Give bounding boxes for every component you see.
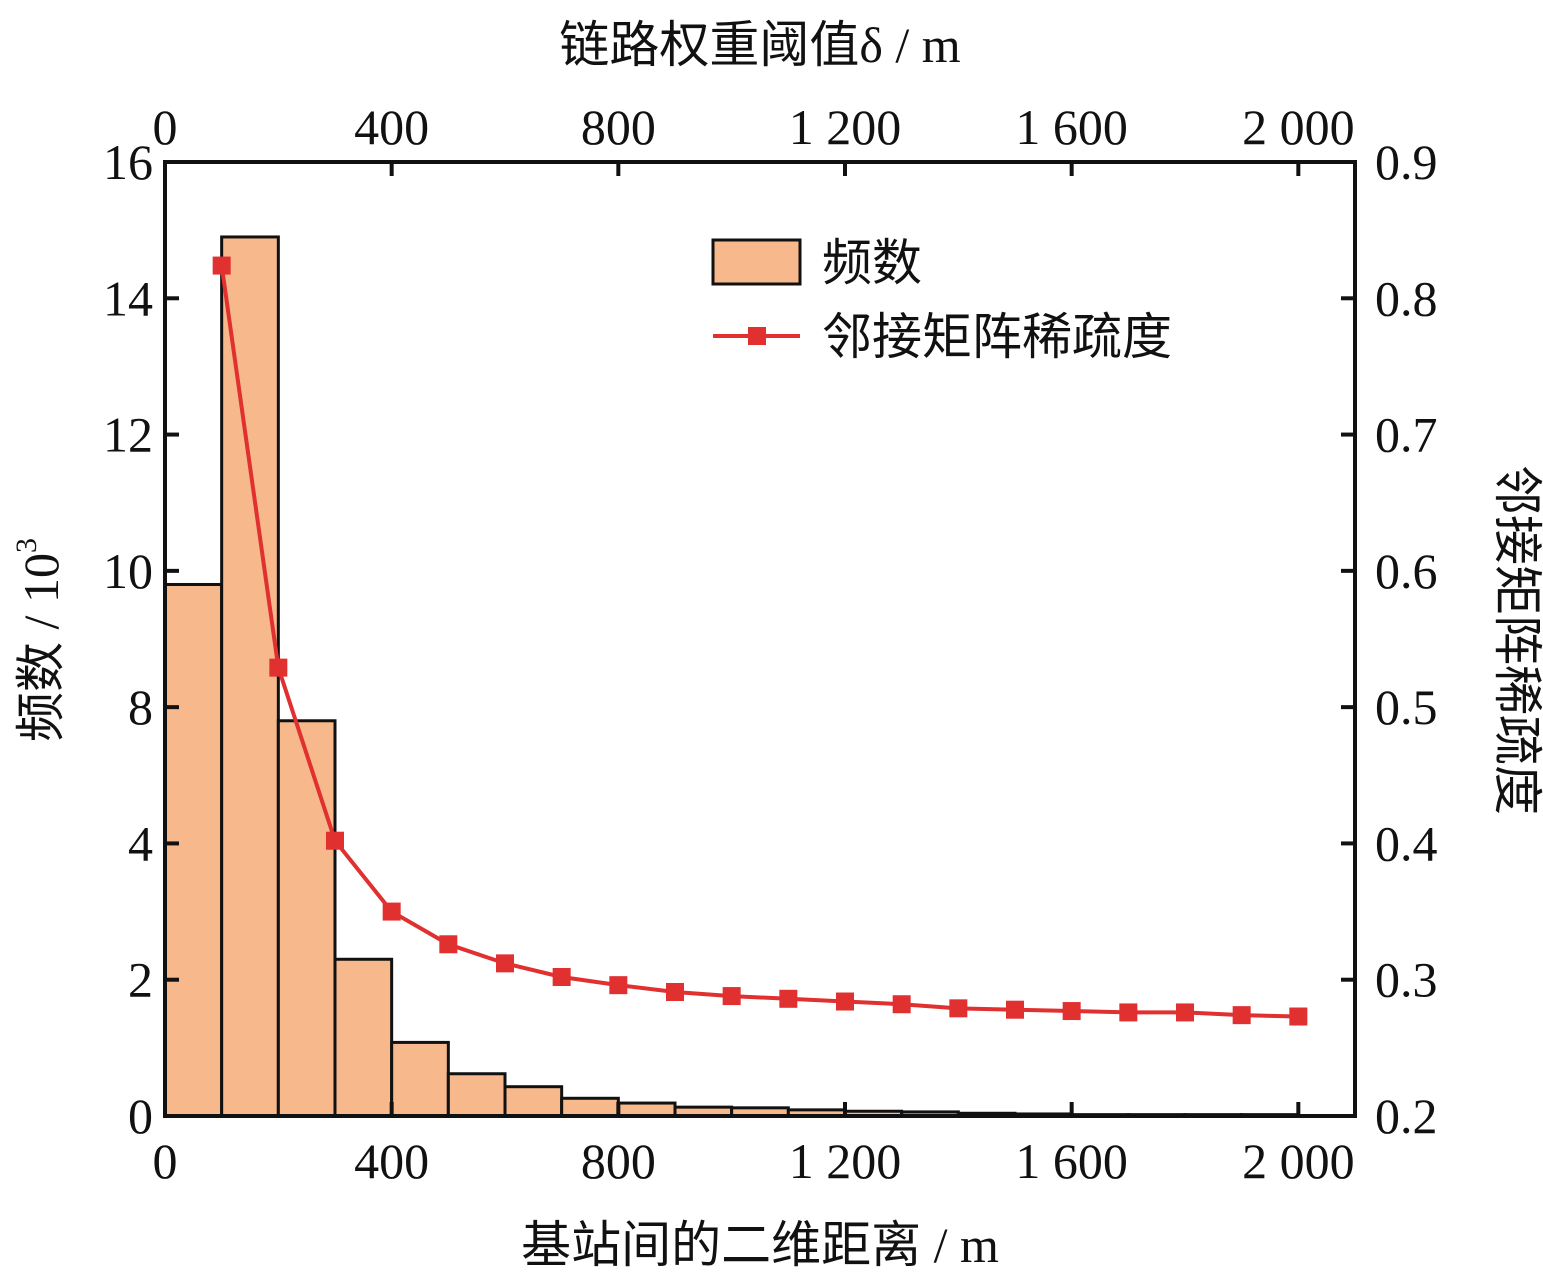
y-tick-label: 14: [103, 270, 153, 326]
x-tick-label: 2 000: [1242, 1133, 1355, 1189]
legend-bar-label: 频数: [822, 235, 922, 291]
sparsity-point: [1062, 1002, 1081, 1021]
sparsity-point: [496, 954, 514, 973]
sparsity-point: [269, 658, 288, 677]
histogram-bar: [276, 719, 337, 1118]
sparsity-point: [949, 999, 968, 1018]
top-x-tick-label: 400: [354, 99, 429, 155]
x-tick-label: 800: [581, 1133, 656, 1189]
y2-tick-label: 0.7: [1375, 407, 1438, 463]
y-axis-title-main: 频数 / 10: [13, 553, 69, 742]
y2-tick-label: 0.6: [1375, 543, 1438, 599]
x-tick-label: 1 200: [789, 1133, 902, 1189]
sparsity-point: [212, 256, 231, 275]
sparsity-point: [326, 831, 344, 850]
y2-tick-label: 0.9: [1375, 134, 1438, 190]
y-tick-label: 8: [128, 679, 153, 735]
sparsity-point: [439, 935, 458, 954]
top-x-tick-label: 0: [153, 99, 178, 155]
x-tick-label: 0: [153, 1133, 178, 1189]
top-x-tick-label: 800: [581, 99, 656, 155]
sparsity-point: [552, 967, 571, 986]
sparsity-point: [836, 992, 854, 1011]
plot-frame: [163, 160, 1357, 1118]
y2-tick-label: 0.3: [1375, 952, 1438, 1008]
histogram-bars: [163, 235, 1300, 1118]
y-axis-title: 频数 / 103: [10, 538, 69, 742]
sparsity-point: [1006, 1000, 1024, 1019]
sparsity-point: [1176, 1003, 1194, 1022]
top-x-tick-label: 1 600: [1015, 99, 1128, 155]
sparsity-line: [219, 265, 1299, 1019]
y-tick-label: 0: [128, 1088, 153, 1144]
sparsity-point: [609, 976, 628, 995]
y-tick-label: 12: [103, 407, 153, 463]
histogram-bar: [333, 957, 394, 1118]
sparsity-point: [892, 995, 911, 1014]
legend-line-marker: [748, 327, 766, 345]
top-x-tick-label: 1 200: [789, 99, 902, 155]
y-axis-title-exponent: 3: [10, 538, 43, 553]
x-tick-label: 1 600: [1015, 1133, 1128, 1189]
y-tick-label: 16: [103, 134, 153, 190]
y-tick-label: 4: [128, 815, 153, 871]
y2-tick-label: 0.2: [1375, 1088, 1438, 1144]
y2-tick-label: 0.5: [1375, 679, 1438, 735]
sparsity-point: [1119, 1003, 1138, 1022]
histogram-bar: [560, 1096, 620, 1118]
histogram-bar: [446, 1072, 507, 1118]
y2-tick-label: 0.8: [1375, 270, 1438, 326]
legend-line-label: 邻接矩阵稀疏度: [822, 309, 1172, 365]
top-x-tick-label: 2 000: [1242, 99, 1355, 155]
y2-axis-title: 邻接矩阵稀疏度: [1489, 465, 1543, 815]
sparsity-line-series: [212, 256, 1308, 1026]
sparsity-point: [666, 982, 684, 1001]
y2-tick-label: 0.4: [1375, 815, 1438, 871]
x-axis-title: 基站间的二维距离 / m: [521, 1217, 999, 1273]
sparsity-point: [722, 987, 741, 1006]
sparsity-point: [779, 989, 798, 1008]
x-tick-label: 400: [354, 1133, 429, 1189]
histogram-bar: [163, 582, 224, 1118]
legend: 频数 邻接矩阵稀疏度: [711, 235, 1172, 365]
sparsity-point: [1289, 1007, 1308, 1026]
y-tick-label: 10: [103, 543, 153, 599]
sparsity-point: [382, 902, 401, 921]
sparsity-point: [1232, 1006, 1251, 1025]
legend-bar-swatch: [711, 238, 802, 286]
histogram-bar: [390, 1040, 450, 1118]
y-tick-label: 2: [128, 952, 153, 1008]
histogram-bar: [503, 1085, 564, 1118]
histogram-bar: [220, 235, 280, 1118]
top-axis-title: 链路权重阈值δ / m: [559, 17, 960, 73]
